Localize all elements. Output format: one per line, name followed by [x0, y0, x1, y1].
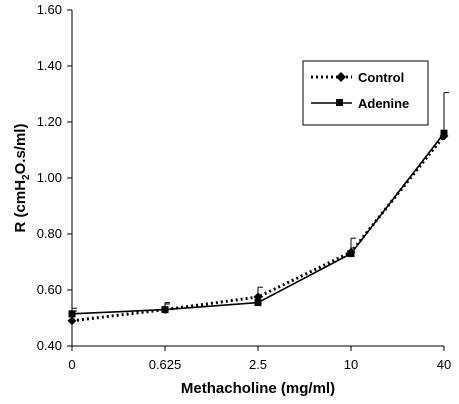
- adenine-data-point: [161, 306, 169, 314]
- legend-control-diamond-icon: [336, 72, 346, 82]
- y-tick-label: 0.60: [37, 282, 62, 297]
- adenine-data-point: [347, 250, 355, 258]
- legend-control-label: Control: [358, 70, 404, 85]
- y-tick-label: 1.40: [37, 58, 62, 73]
- control-data-point: [67, 316, 77, 326]
- y-tick-label: 1.00: [37, 170, 62, 185]
- y-tick-label: 1.20: [37, 114, 62, 129]
- adenine-data-point: [440, 129, 448, 137]
- x-tick-label: 0: [68, 357, 75, 372]
- series-markers: [67, 129, 449, 326]
- legend-adenine-label: Adenine: [358, 96, 409, 111]
- y-ticks: 0.40 0.60 0.80 1.00 1.20 1.40 1.60: [37, 2, 72, 353]
- x-tick-label: 10: [344, 357, 358, 372]
- adenine-data-point: [254, 299, 262, 307]
- y-axis-title: R (cmH2O.s/ml): [12, 124, 32, 233]
- y-tick-label: 1.60: [37, 2, 62, 17]
- x-tick-label: 0.625: [149, 357, 182, 372]
- x-tick-label: 40: [437, 357, 451, 372]
- x-tick-label: 2.5: [249, 357, 267, 372]
- legend-box: [302, 60, 429, 126]
- error-bars: [71, 92, 449, 321]
- legend-adenine-square-icon: [336, 99, 343, 106]
- x-ticks: 0 0.625 2.5 10 40: [68, 346, 451, 372]
- legend: Control Adenine: [302, 60, 429, 126]
- y-tick-label: 0.80: [37, 226, 62, 241]
- adenine-data-point: [68, 310, 76, 318]
- y-tick-label: 0.40: [37, 338, 62, 353]
- x-axis-title: Methacholine (mg/ml): [181, 380, 335, 397]
